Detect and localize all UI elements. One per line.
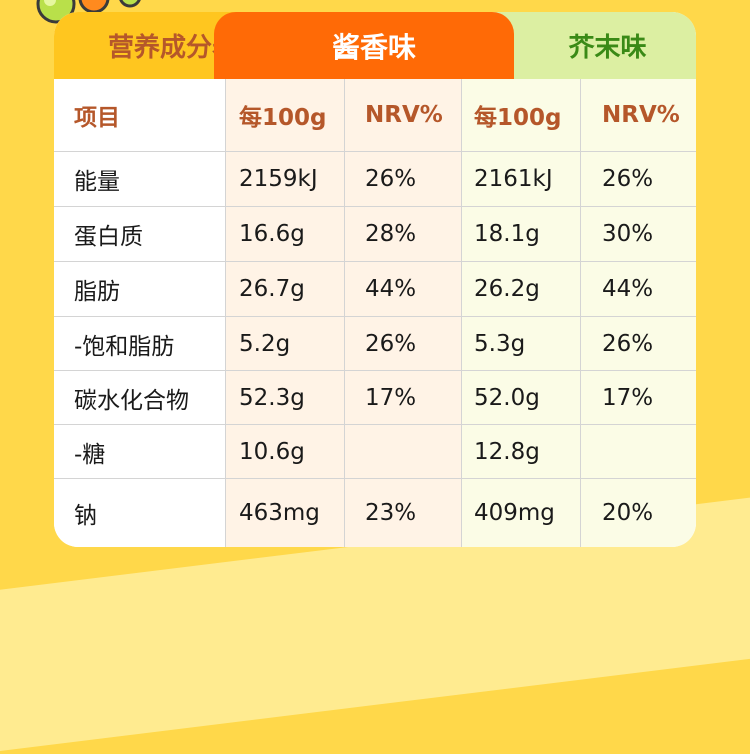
flavor-b-nrv-value: 30% <box>581 207 696 261</box>
table-row: -饱和脂肪 5.2g 26% 5.3g 26% <box>54 316 696 370</box>
column-header-a-nrv: NRV% <box>345 79 462 151</box>
table-row: 能量 2159kJ 26% 2161kJ 26% <box>54 151 696 206</box>
table-row: 脂肪 26.7g 44% 26.2g 44% <box>54 261 696 316</box>
flavor-b-per100g-value: 2161kJ <box>462 152 581 206</box>
flavor-a-nrv-value: 26% <box>345 152 462 206</box>
table-row: 碳水化合物 52.3g 17% 52.0g 17% <box>54 370 696 424</box>
flavor-b-per100g-value: 26.2g <box>462 262 581 316</box>
flavor-a-nrv-value: 23% <box>345 479 462 547</box>
flavor-a-tab: 酱香味 <box>214 12 514 79</box>
column-header-a-per100g: 每100g <box>226 79 345 151</box>
nutrition-card: 营养成分表 芥末味 酱香味 项目 每100g NRV% 每100g NRV% 能… <box>54 12 696 547</box>
flavor-a-per100g-value: 463mg <box>226 479 345 547</box>
flavor-b-nrv-value: 20% <box>581 479 696 547</box>
nutrition-table: 项目 每100g NRV% 每100g NRV% 能量 2159kJ 26% 2… <box>54 79 696 547</box>
flavor-b-nrv-value: 44% <box>581 262 696 316</box>
flavor-a-nrv-value: 26% <box>345 317 462 370</box>
flavor-b-per100g-value: 18.1g <box>462 207 581 261</box>
column-header-b-nrv: NRV% <box>581 79 696 151</box>
flavor-a-per100g-value: 10.6g <box>226 425 345 478</box>
row-item-label: -糖 <box>54 425 226 478</box>
flavor-b-nrv-value: 26% <box>581 317 696 370</box>
flavor-b-label: 芥末味 <box>568 27 646 64</box>
flavor-b-per100g-value: 52.0g <box>462 371 581 424</box>
flavor-a-per100g-value: 5.2g <box>226 317 345 370</box>
table-row: 蛋白质 16.6g 28% 18.1g 30% <box>54 206 696 261</box>
flavor-b-nrv-value: 17% <box>581 371 696 424</box>
flavor-a-nrv-value: 44% <box>345 262 462 316</box>
flavor-b-per100g-value: 5.3g <box>462 317 581 370</box>
table-header-row: 项目 每100g NRV% 每100g NRV% <box>54 79 696 151</box>
flavor-b-nrv-value <box>581 425 696 478</box>
flavor-b-nrv-value: 26% <box>581 152 696 206</box>
column-header-item: 项目 <box>54 79 226 151</box>
flavor-b-per100g-value: 12.8g <box>462 425 581 478</box>
table-row: 钠 463mg 23% 409mg 20% <box>54 478 696 547</box>
table-row: -糖 10.6g 12.8g <box>54 424 696 478</box>
flavor-a-nrv-value: 17% <box>345 371 462 424</box>
flavor-a-label: 酱香味 <box>332 26 416 66</box>
row-item-label: 能量 <box>54 152 226 206</box>
row-item-label: 脂肪 <box>54 262 226 316</box>
flavor-a-per100g-value: 26.7g <box>226 262 345 316</box>
column-header-b-per100g: 每100g <box>462 79 581 151</box>
flavor-a-per100g-value: 2159kJ <box>226 152 345 206</box>
flavor-a-per100g-value: 52.3g <box>226 371 345 424</box>
row-item-label: 钠 <box>54 479 226 547</box>
flavor-a-nrv-value: 28% <box>345 207 462 261</box>
flavor-a-per100g-value: 16.6g <box>226 207 345 261</box>
row-item-label: -饱和脂肪 <box>54 317 226 370</box>
row-item-label: 碳水化合物 <box>54 371 226 424</box>
flavor-b-per100g-value: 409mg <box>462 479 581 547</box>
row-item-label: 蛋白质 <box>54 207 226 261</box>
flavor-a-nrv-value <box>345 425 462 478</box>
